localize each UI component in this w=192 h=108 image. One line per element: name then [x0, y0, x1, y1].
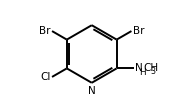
Text: N: N [135, 63, 142, 73]
Text: CH: CH [144, 63, 159, 73]
Text: N: N [88, 86, 96, 96]
Text: 3: 3 [151, 67, 156, 76]
Text: Br: Br [132, 26, 144, 36]
Text: H: H [140, 68, 146, 77]
Text: Br: Br [40, 26, 51, 36]
Text: Cl: Cl [41, 72, 51, 82]
